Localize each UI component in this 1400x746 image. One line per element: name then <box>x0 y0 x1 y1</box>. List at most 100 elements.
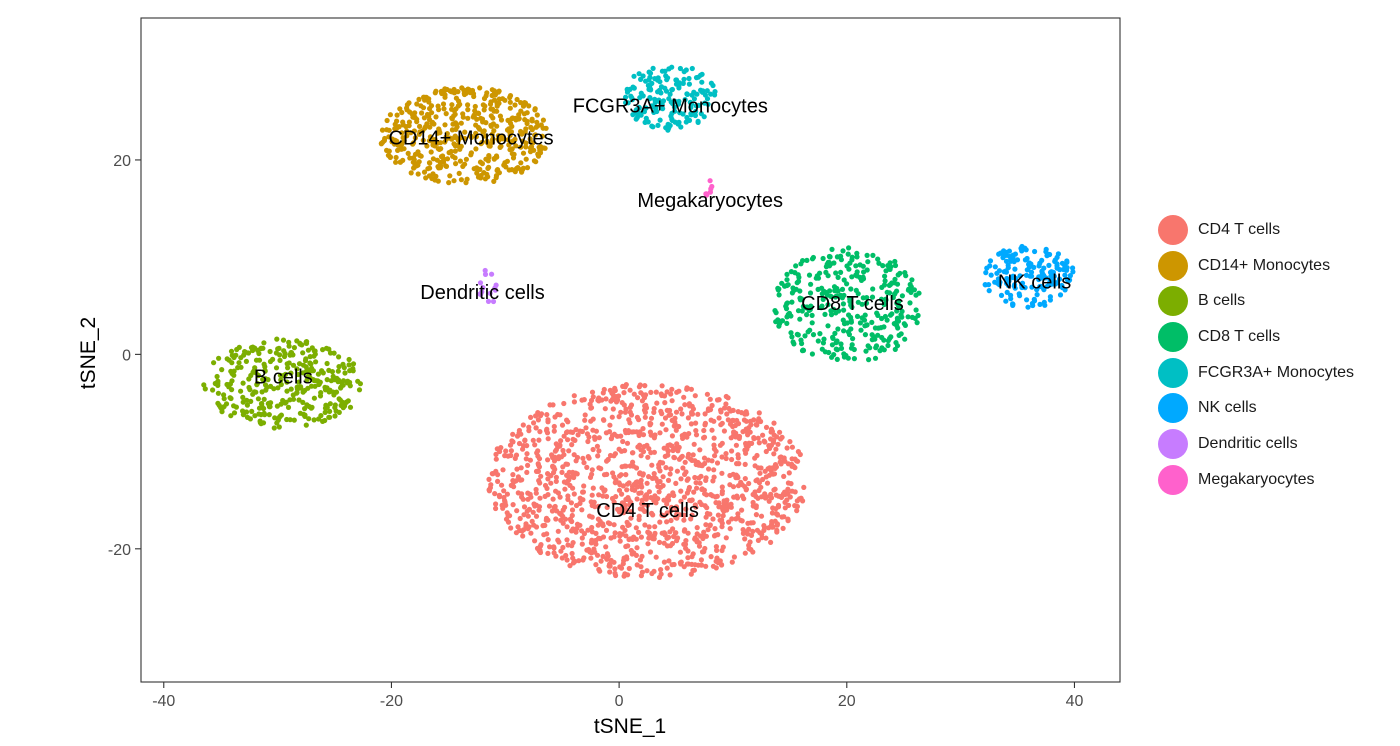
data-point <box>266 404 272 410</box>
data-point <box>1017 273 1023 279</box>
data-point <box>340 382 346 388</box>
legend-label: NK cells <box>1198 399 1257 417</box>
legend-key <box>1158 393 1188 424</box>
data-point <box>707 396 713 402</box>
data-point <box>647 420 653 426</box>
data-point <box>593 530 599 537</box>
data-point <box>848 286 854 292</box>
data-point <box>872 355 879 361</box>
legend-key <box>1158 321 1188 352</box>
data-point <box>746 425 752 431</box>
data-point <box>563 552 569 559</box>
data-point <box>804 257 810 263</box>
data-point <box>216 402 222 408</box>
legend-item: FCGR3A+ Monocytes <box>1158 355 1354 391</box>
data-point <box>820 255 826 262</box>
data-point <box>347 404 354 410</box>
data-point <box>629 486 635 493</box>
data-point <box>723 451 729 457</box>
legend-key <box>1158 286 1188 317</box>
data-point <box>538 144 544 150</box>
data-point <box>1034 292 1040 298</box>
data-point <box>276 345 282 351</box>
data-point <box>379 127 386 133</box>
data-point <box>631 85 637 91</box>
data-point <box>650 65 656 71</box>
data-point <box>542 482 549 489</box>
data-point <box>834 338 840 344</box>
data-point <box>327 408 333 414</box>
data-point <box>689 65 695 72</box>
data-point <box>761 438 767 444</box>
data-point <box>509 123 515 129</box>
data-point <box>674 515 680 521</box>
data-point <box>775 317 781 323</box>
data-point <box>754 452 760 459</box>
data-point <box>1004 275 1010 282</box>
data-point <box>611 522 617 528</box>
data-point <box>693 420 699 426</box>
data-point <box>694 525 700 531</box>
data-point <box>744 411 750 417</box>
data-point <box>788 481 794 487</box>
data-point <box>729 516 735 522</box>
legend: CD4 T cells CD14+ Monocytes B cells CD8 T c… <box>1158 212 1354 498</box>
data-point <box>630 536 636 543</box>
data-point <box>473 146 479 152</box>
cluster-label: CD4 T cells <box>596 500 699 522</box>
data-point <box>560 520 566 526</box>
data-point <box>708 91 714 97</box>
data-point <box>773 310 779 316</box>
data-point <box>347 379 353 386</box>
data-point <box>433 114 439 120</box>
data-point <box>533 425 539 431</box>
data-point <box>510 472 516 478</box>
data-point <box>474 170 480 176</box>
data-point <box>634 496 640 502</box>
data-point <box>838 292 844 298</box>
data-point <box>489 139 496 145</box>
data-point <box>386 127 392 133</box>
data-point <box>799 340 805 347</box>
legend-label: Megakaryocytes <box>1198 470 1315 488</box>
data-point <box>692 474 698 481</box>
data-point <box>659 421 665 427</box>
data-point <box>1064 265 1070 271</box>
data-point <box>625 543 631 549</box>
data-point <box>913 307 919 313</box>
data-point <box>509 146 515 152</box>
data-point <box>612 385 618 391</box>
data-point <box>387 112 393 118</box>
data-point <box>514 466 520 472</box>
data-point <box>841 277 847 283</box>
data-point <box>719 470 725 476</box>
data-point <box>389 136 395 142</box>
data-point <box>555 444 561 450</box>
data-point <box>676 388 682 394</box>
data-point <box>667 471 673 477</box>
data-point <box>774 529 780 535</box>
data-point <box>224 381 230 388</box>
data-point <box>429 110 435 116</box>
data-point <box>694 485 700 491</box>
data-point <box>651 449 658 455</box>
data-point <box>460 114 466 120</box>
data-point <box>513 452 520 458</box>
data-point <box>645 541 651 547</box>
data-point <box>534 112 540 118</box>
data-point <box>702 460 708 467</box>
data-point <box>525 462 531 468</box>
data-point <box>848 302 854 308</box>
data-point <box>253 389 259 395</box>
data-point <box>602 487 608 493</box>
data-point <box>727 526 733 532</box>
data-point <box>1012 266 1018 272</box>
data-point <box>739 518 745 524</box>
data-point <box>742 476 748 482</box>
data-point <box>660 460 666 466</box>
data-point <box>586 434 592 440</box>
data-point <box>592 504 598 510</box>
data-point <box>718 504 724 510</box>
data-point <box>315 371 321 377</box>
data-point <box>441 106 447 112</box>
